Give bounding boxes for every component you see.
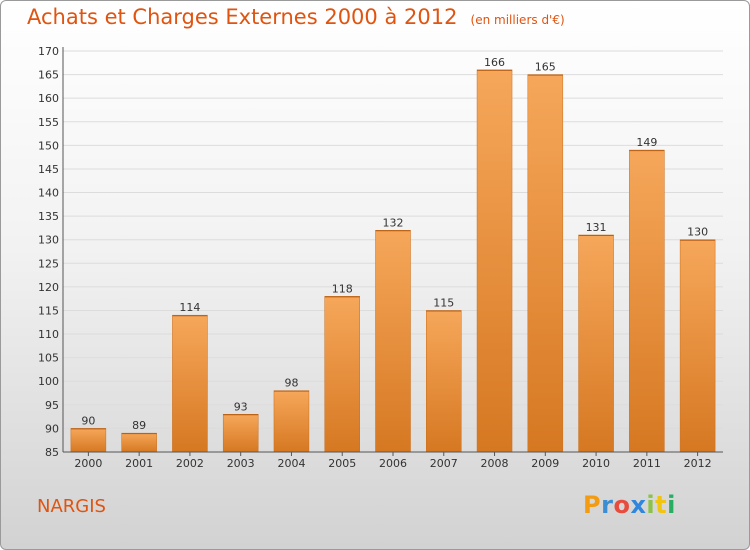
- bar-value-label: 114: [179, 301, 200, 314]
- bar-value-label: 89: [132, 419, 146, 432]
- bar-value-label: 118: [332, 282, 353, 295]
- bar-value-label: 132: [383, 216, 404, 229]
- x-tick-label: 2001: [125, 457, 153, 470]
- logo-letter: P: [583, 491, 602, 519]
- y-tick-label: 110: [38, 328, 59, 341]
- x-tick-label: 2004: [277, 457, 305, 470]
- bar-value-label: 115: [433, 296, 454, 309]
- bars: [70, 69, 716, 453]
- x-tick-label: 2000: [74, 457, 102, 470]
- x-tick-label: 2002: [176, 457, 204, 470]
- y-tick-label: 155: [38, 116, 59, 129]
- bar-value-label: 93: [234, 400, 248, 413]
- chart-title: Achats et Charges Externes 2000 à 2012: [27, 5, 458, 29]
- y-tick-label: 165: [38, 69, 59, 82]
- y-tick-label: 140: [38, 187, 59, 200]
- logo-letter: i: [667, 491, 676, 519]
- bar: [273, 390, 310, 453]
- x-tick-label: 2008: [481, 457, 509, 470]
- logo-letter: o: [613, 491, 631, 519]
- chart-subtitle: (en milliers d'€): [470, 13, 565, 27]
- y-tick-label: 95: [45, 399, 59, 412]
- y-tick-label: 150: [38, 139, 59, 152]
- bar-value-label: 90: [81, 414, 95, 427]
- x-tick-label: 2005: [328, 457, 356, 470]
- place-name: NARGIS: [37, 496, 106, 517]
- bar: [172, 314, 208, 453]
- x-tick-label: 2009: [531, 457, 559, 470]
- bar: [527, 74, 564, 453]
- y-tick-label: 125: [38, 257, 59, 270]
- bar-value-label: 149: [636, 136, 657, 149]
- y-tick-label: 85: [45, 446, 59, 459]
- y-tick-label: 170: [38, 45, 59, 58]
- chart-title-block: Achats et Charges Externes 2000 à 2012 (…: [27, 5, 565, 29]
- logo-letter: i: [646, 491, 656, 519]
- bar-value-label: 98: [284, 377, 298, 390]
- y-tick-label: 135: [38, 210, 59, 223]
- x-tick-label: 2012: [684, 457, 712, 470]
- y-tick-label: 100: [38, 375, 59, 388]
- bar: [121, 432, 157, 453]
- bar-value-label: 130: [687, 226, 708, 239]
- labels: 85 90 95 100 105 110 115 120 125 130 135 140 145 150 1…: [38, 45, 712, 470]
- x-tick-label: 2010: [582, 457, 610, 470]
- bar: [679, 239, 716, 453]
- x-tick-label: 2006: [379, 457, 407, 470]
- y-tick-label: 90: [45, 422, 59, 435]
- bar: [375, 230, 411, 453]
- bar: [426, 310, 462, 453]
- bar-value-label: 165: [535, 61, 556, 74]
- x-tick-label: 2003: [227, 457, 255, 470]
- logo-letter: r: [601, 491, 614, 519]
- x-tick-label: 2011: [633, 457, 661, 470]
- bar-value-label: 131: [586, 221, 607, 234]
- bar: [222, 414, 259, 453]
- y-tick-label: 145: [38, 163, 59, 176]
- y-tick-label: 160: [38, 92, 59, 105]
- y-tick-label: 120: [38, 281, 59, 294]
- y-tick-label: 130: [38, 234, 59, 247]
- bar-value-label: 166: [484, 56, 505, 69]
- bar: [324, 296, 360, 453]
- y-tick-label: 105: [38, 352, 59, 365]
- axes: [62, 47, 723, 456]
- x-tick-label: 2007: [430, 457, 458, 470]
- bar: [70, 428, 107, 453]
- logo-letter: t: [655, 491, 668, 519]
- bar: [476, 69, 513, 453]
- bar: [629, 149, 665, 453]
- y-tick-label: 115: [38, 304, 59, 317]
- proxiti-logo: Proxiti: [583, 491, 676, 519]
- logo-letter: x: [630, 491, 647, 519]
- bar: [578, 234, 614, 453]
